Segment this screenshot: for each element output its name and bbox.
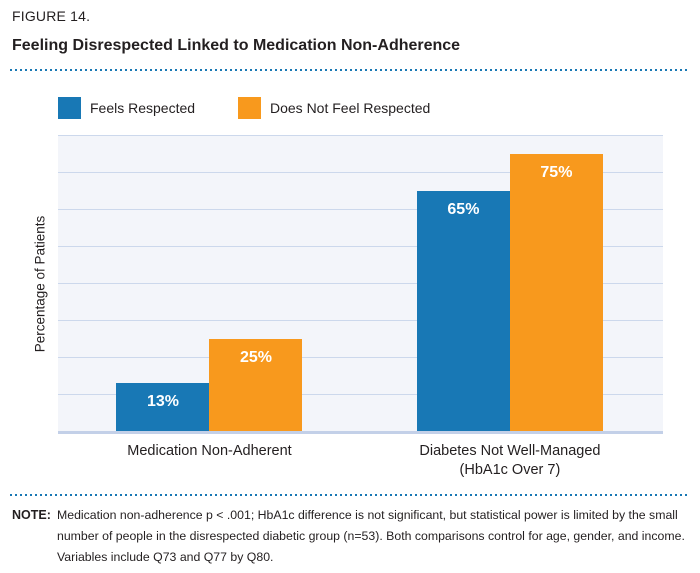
gridline — [58, 209, 663, 210]
gridline — [58, 135, 663, 136]
dotted-divider-top — [10, 69, 690, 71]
plot-area: 13% 25% 65% 75% — [58, 135, 663, 434]
bar-value-label: 65% — [447, 200, 480, 218]
bar-blue-group1: 13% — [116, 382, 210, 431]
gridline — [58, 357, 663, 358]
gridline — [58, 172, 663, 173]
bar-value-label: 13% — [146, 392, 179, 410]
note-label: NOTE: — [12, 508, 51, 522]
figure-title: Feeling Disrespected Linked to Medicatio… — [12, 37, 461, 54]
legend-label: Feels Respected — [90, 99, 196, 116]
gridline — [58, 320, 663, 321]
y-axis-title: Percentage of Patients — [32, 215, 48, 353]
legend-item-does-not-feel-respected: Does Not Feel Respected — [238, 96, 430, 119]
gridline — [58, 246, 663, 247]
bar-orange-group2: 75% — [509, 153, 603, 431]
legend-swatch-orange — [238, 96, 261, 119]
bar-orange-group1: 25% — [209, 338, 303, 431]
bar-value-label: 25% — [239, 348, 272, 366]
x-axis: Medication Non-Adherent Diabetes Not Well… — [58, 442, 663, 482]
note-text: Medication non-adherence p < .001; HbA1c… — [57, 508, 685, 564]
gridline — [58, 283, 663, 284]
legend-swatch-blue — [58, 96, 81, 119]
bar-value-label: 75% — [540, 163, 573, 181]
bar-blue-group2: 65% — [416, 190, 510, 431]
dotted-divider-bottom — [10, 494, 690, 496]
figure-number: FIGURE 14. — [12, 8, 91, 24]
x-tick-label-group2: Diabetes Not Well-Managed (HbA1c Over 7) — [419, 443, 601, 478]
gridline — [58, 394, 663, 395]
x-tick-label-group1: Medication Non-Adherent — [127, 443, 292, 459]
note-section: NOTE: Medication non-adherence p < .001;… — [12, 505, 690, 568]
legend-label: Does Not Feel Respected — [270, 99, 431, 116]
legend-item-feels-respected: Feels Respected — [58, 96, 195, 119]
